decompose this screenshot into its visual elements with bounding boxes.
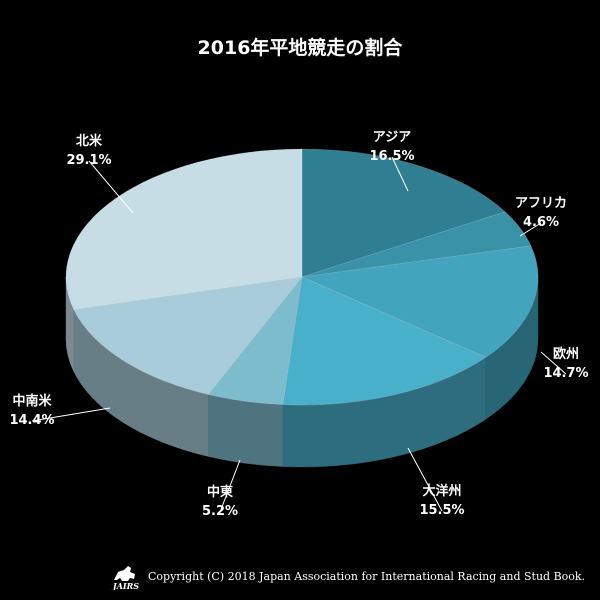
slice-value-2: 14.7% bbox=[543, 366, 588, 381]
slice-label-3: 大洋州 bbox=[422, 483, 461, 499]
leader-line-1 bbox=[519, 222, 542, 237]
slice-labels: アジア 16.5% アフリカ 4.6% 欧州 14.7% 大洋州 15.5% 中東 5.2% 中南米… bbox=[9, 130, 588, 519]
jairs-logo: JAIRS bbox=[111, 566, 139, 590]
slice-value-0: 16.5% bbox=[369, 149, 414, 164]
slice-value-1: 4.6% bbox=[523, 215, 559, 230]
leader-line-2 bbox=[540, 351, 567, 375]
slice-top-4 bbox=[207, 275, 303, 405]
slice-label-1: アフリカ bbox=[515, 196, 567, 211]
slice-label-4: 中東 bbox=[207, 484, 233, 500]
slice-top-1 bbox=[301, 211, 532, 278]
slice-value-5: 14.4% bbox=[9, 413, 54, 428]
leader-line-3 bbox=[407, 447, 443, 512]
slice-top-3 bbox=[282, 276, 487, 406]
slice-label-6: 北米 bbox=[76, 133, 103, 149]
leader-line-5 bbox=[31, 407, 111, 422]
pie-top-slices bbox=[65, 148, 539, 406]
slice-value-4: 5.2% bbox=[202, 504, 238, 519]
leader-line-6 bbox=[88, 160, 134, 214]
footer: JAIRS Copyright (C) 2018 Japan Associati… bbox=[108, 562, 588, 590]
copyright-text: Copyright (C) 2018 Japan Association for… bbox=[148, 570, 586, 583]
label-leaders bbox=[31, 156, 567, 513]
leader-line-4 bbox=[219, 459, 241, 513]
slice-label-2: 欧州 bbox=[553, 346, 579, 362]
slice-value-3: 15.5% bbox=[419, 503, 464, 518]
slice-label-5: 中南米 bbox=[12, 393, 52, 409]
slice-side-4 bbox=[208, 394, 283, 467]
slice-top-2 bbox=[300, 245, 539, 358]
slice-top-6 bbox=[65, 148, 303, 310]
slice-value-6: 29.1% bbox=[66, 153, 111, 168]
slice-top-0 bbox=[301, 148, 506, 278]
slice-top-5 bbox=[73, 276, 303, 395]
leader-line-0 bbox=[391, 156, 409, 192]
pie-sides bbox=[65, 276, 539, 468]
svg-text:JAIRS: JAIRS bbox=[111, 581, 139, 590]
chart-title: 2016年平地競走の割合 bbox=[198, 36, 404, 59]
slice-label-0: アジア bbox=[373, 130, 411, 145]
